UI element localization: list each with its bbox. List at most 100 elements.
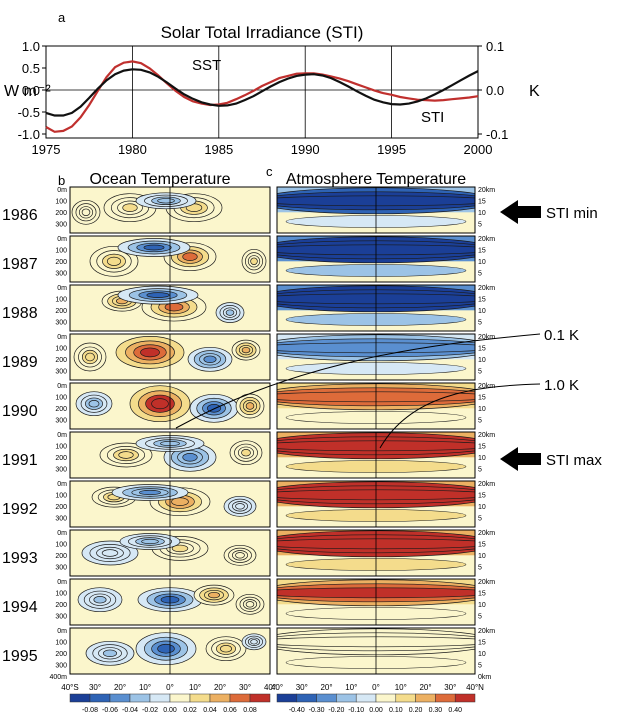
panel-a-right-tick-label: 0.1 [486,39,504,54]
atmosphere-heatmap-1994: 20km 15 10 5 [276,578,495,626]
panel-a-right-tick-label: -0.1 [486,127,508,142]
sti-min-label: STI min [546,205,598,222]
atmosphere-colorbar-level-label: 0.00 [369,707,383,714]
depth-tick-label: 200 [55,651,67,658]
leader-line-1.0k [379,383,541,449]
atmosphere-colorbar-level-label: 0.40 [448,707,462,714]
ocean-anomaly-cell [245,601,255,608]
depth-tick-label: 200 [55,259,67,266]
atmosphere-colorbar-level-label: 0.20 [409,707,423,714]
ocean-heatmap-1986: 0m 100 200 300 [55,186,271,234]
ocean-colorbar-swatch [89,693,111,703]
ocean-colorbar: -0.08 -0.06 -0.04 -0.02 0.00 0.02 0.04 0.06 0.08 [69,693,271,714]
height-tick-label: 10 [478,651,486,658]
atmosphere-heatmap-1988: 20km 15 10 5 [276,284,495,332]
year-label: 1988 [2,305,38,322]
atmosphere-x-tick-label: 0° [372,683,380,692]
panel-a-letter: a [58,10,66,25]
ocean-anomaly-cell [241,346,251,354]
year-strip-1986: 1986 0m 100 200 300 20km 15 10 5 [2,186,495,234]
ocean-anomaly-cell [203,355,217,364]
depth-tick-label: 100 [55,493,67,500]
ocean-colorbar-swatch [249,693,271,703]
height-tick-label: 15 [478,591,486,598]
depth-tick-label: 100 [55,542,67,549]
sti-annotation: STI [421,109,444,126]
depth-tick-label: 300 [55,320,67,327]
ocean-anomaly-cell [157,643,175,654]
ocean-anomaly-cell [118,451,134,459]
depth-tick-label: 200 [55,553,67,560]
atmosphere-x-tick-label: 30° [296,683,308,692]
year-strip-1992: 1992 0m 100 200 300 20km 15 10 5 [2,480,495,528]
height-tick-label: 20km [478,579,495,586]
ocean-heatmap-1990: 0m 100 200 300 [55,382,271,430]
ocean-heatmap-1987: 0m 100 200 300 [55,235,271,283]
contour-1.0k-label: 1.0 K [544,377,579,394]
depth-tick-label: 100 [55,395,67,402]
ocean-colorbar-swatch [149,693,171,703]
ocean-colorbar-level-label: -0.04 [122,707,138,714]
sti-min-arrow [500,200,541,224]
depth-tick-label: 300 [55,565,67,572]
annotations: STI min STI max 0.1 K 1.0 K [175,200,602,471]
height-tick-label: 20km [478,334,495,341]
height-tick-label: 15 [478,542,486,549]
atmosphere-strip-frame [276,480,476,528]
ocean-x-tick-label: 40°S [61,683,78,692]
depth-tick-label: 0m [57,334,67,341]
depth-tick-label: 0m [57,432,67,439]
ocean-anomaly-cell [245,402,255,410]
ocean-heatmap-1994: 0m 100 200 300 [55,578,271,626]
atmosphere-colorbar-swatch [454,693,476,703]
atmosphere-colorbar-swatch [355,693,377,703]
year-strip-1991: 1991 0m 100 200 300 20km 15 10 5 [2,431,495,479]
height-tick-label: 15 [478,248,486,255]
year-label: 1986 [2,207,38,224]
atmosphere-colorbar-swatch [336,693,357,703]
depth-tick-label: 0m [57,481,67,488]
depth-tick-label: 100 [55,346,67,353]
ocean-anomaly-cell [250,639,258,645]
panel-a-right-ticks: 0.1 0.0 -0.1 [478,39,508,142]
ocean-anomaly-cell [157,198,175,204]
height-tick-label: 15 [478,444,486,451]
ocean-x-tick-label: 40° [264,683,276,692]
atmosphere-strip-frame [276,235,476,283]
atmosphere-strip-frame [276,284,476,332]
year-label: 1995 [2,648,38,665]
ocean-strip-frame [69,284,271,332]
atmosphere-strip-frame [276,529,476,577]
depth-tick-label: 300 [55,467,67,474]
height-tick-label: 5 [478,565,482,572]
height-tick-label: 20km [478,383,495,390]
ocean-anomaly-cell [88,399,100,408]
height-tick-label: 20km [478,628,495,635]
ocean-heatmap-1995: 0m 100 200 300 400m [49,627,271,681]
panel-a-x-tick-label: 1975 [32,142,61,157]
height-tick-label: 10 [478,504,486,511]
ocean-colorbar-swatch [229,693,251,703]
height-tick-label: 10 [478,357,486,364]
atmosphere-strip-frame [276,186,476,234]
depth-tick-label: 300 [55,663,67,670]
panel-a-x-tick-label: 1990 [291,142,320,157]
leader-line-0.1k [175,333,541,429]
panel-a-left-ticks: 1.0 0.5 0.0 -0.5 -1.0 [18,39,46,142]
sti-max-label: STI max [546,452,602,469]
ocean-colorbar-swatch [109,693,131,703]
atmosphere-heatmap-1990: 20km 15 10 5 [276,382,495,430]
atmosphere-colorbar-swatch [415,693,436,703]
ocean-anomaly-cell [101,549,119,557]
panel-a-left-tick-label: 0.5 [22,61,40,76]
height-tick-label: 20km [478,432,495,439]
panel-a-x-tick-label: 1995 [377,142,406,157]
atmosphere-x-tick-label: 10° [395,683,407,692]
ocean-anomaly-cell [143,244,165,251]
atmosphere-colorbar-swatch [435,693,456,703]
atmosphere-colorbar-level-label: -0.30 [309,707,325,714]
ocean-anomaly-cell [241,448,251,457]
height-tick-label: 15 [478,199,486,206]
height-tick-label: 10 [478,602,486,609]
ocean-colorbar-level-label: 0.00 [163,707,177,714]
